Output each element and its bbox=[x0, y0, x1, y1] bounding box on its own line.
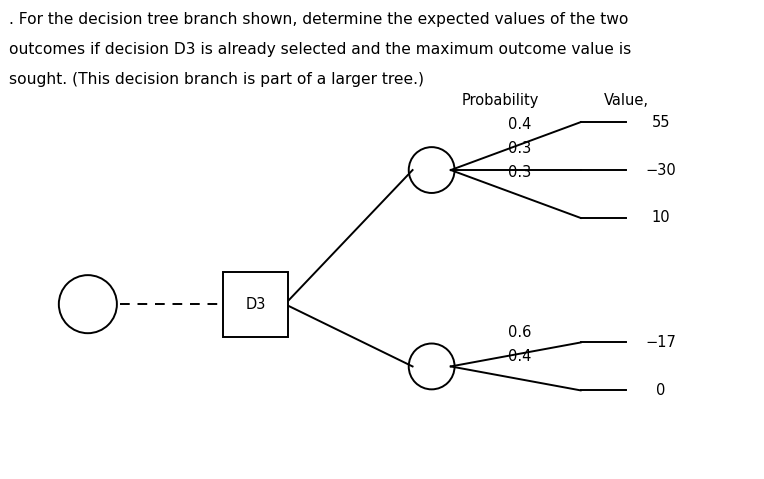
Text: −17: −17 bbox=[646, 335, 676, 350]
Text: 10: 10 bbox=[652, 210, 670, 226]
Text: 0.4: 0.4 bbox=[508, 349, 531, 364]
Text: 0.3: 0.3 bbox=[508, 141, 531, 156]
Text: D3: D3 bbox=[246, 297, 266, 312]
Text: Probability: Probability bbox=[461, 93, 539, 108]
Text: . For the decision tree branch shown, determine the expected values of the two: . For the decision tree branch shown, de… bbox=[9, 12, 629, 27]
Text: 0: 0 bbox=[656, 383, 665, 398]
Text: sought. (This decision branch is part of a larger tree.): sought. (This decision branch is part of… bbox=[9, 72, 424, 87]
Text: Value,: Value, bbox=[604, 93, 649, 108]
Text: 0.4: 0.4 bbox=[508, 117, 531, 132]
Text: outcomes if decision D3 is already selected and the maximum outcome value is: outcomes if decision D3 is already selec… bbox=[9, 42, 631, 57]
Text: 55: 55 bbox=[652, 114, 670, 130]
Text: 0.3: 0.3 bbox=[508, 165, 531, 180]
Text: −30: −30 bbox=[646, 162, 676, 178]
FancyBboxPatch shape bbox=[224, 272, 289, 337]
Text: 0.6: 0.6 bbox=[508, 325, 531, 340]
